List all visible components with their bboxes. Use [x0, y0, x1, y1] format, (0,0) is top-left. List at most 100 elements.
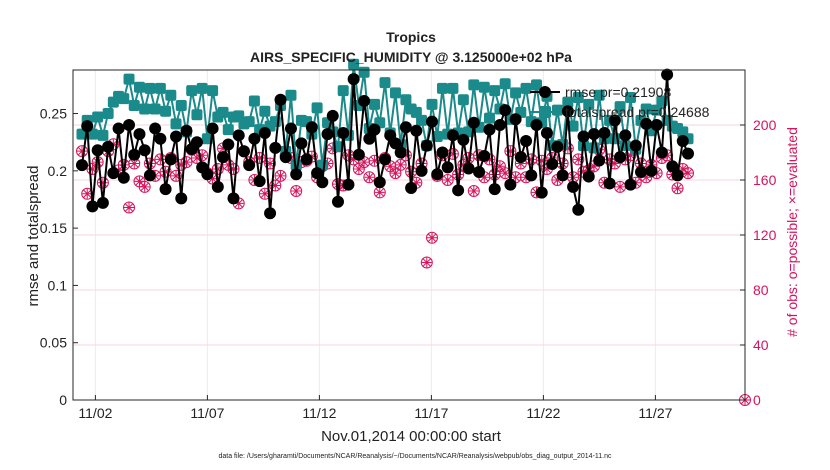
- rmse-point: [399, 121, 412, 134]
- rmse-point: [467, 116, 480, 129]
- totalspread-point: [217, 106, 229, 118]
- obs-possible-marker: [264, 157, 277, 170]
- y-tick-label: 0.2: [48, 163, 68, 179]
- totalspread-point: [160, 105, 172, 117]
- totalspread-point: [175, 100, 187, 112]
- obs-evaluated-marker: [364, 172, 375, 183]
- x-tick-label: 11/27: [638, 405, 672, 421]
- rmse-point: [164, 153, 177, 166]
- y-tick-label: 0: [59, 392, 67, 408]
- rmse-point: [159, 183, 172, 196]
- obs-evaluated-marker: [259, 188, 270, 199]
- rmse-point: [295, 137, 308, 150]
- rmse-point: [676, 135, 689, 148]
- rmse-point: [86, 200, 99, 213]
- rmse-point: [279, 151, 292, 164]
- totalspread-point: [170, 118, 182, 130]
- rmse-point: [634, 165, 647, 178]
- totalspread-point: [457, 94, 469, 106]
- totalspread-point: [222, 124, 234, 136]
- obs-evaluated-marker: [536, 155, 547, 166]
- obs-possible-marker: [572, 153, 585, 166]
- rmse-point: [551, 140, 564, 153]
- totalspread-point: [154, 82, 166, 94]
- obs-evaluated-marker: [588, 161, 599, 172]
- obs-evaluated-marker: [641, 172, 652, 183]
- totalspread-point: [489, 85, 501, 97]
- rmse-point: [645, 164, 658, 177]
- y2-tick-label: 40: [753, 337, 769, 353]
- obs-evaluated-marker: [228, 164, 239, 174]
- obs-evaluated-marker: [411, 177, 422, 188]
- obs-evaluated-marker: [500, 168, 511, 179]
- obs-possible-marker: [290, 185, 303, 197]
- obs-possible-marker: [170, 169, 183, 182]
- rmse-point: [614, 151, 627, 164]
- rmse-point: [76, 159, 88, 172]
- obs-evaluated-marker: [573, 154, 584, 165]
- rmse-point: [352, 148, 365, 161]
- rmse-point: [603, 177, 616, 190]
- y2-axis-label: # of obs: o=possible; ×=evaluated: [784, 127, 800, 337]
- obs-possible-marker: [441, 174, 454, 186]
- obs-possible-marker: [258, 187, 271, 200]
- totalspread-point: [614, 101, 626, 113]
- legend-rmse-marker: [539, 86, 551, 98]
- rmse-point: [211, 180, 224, 193]
- rmse-point: [446, 129, 459, 142]
- totalspread-point: [358, 66, 370, 78]
- totalspread-point: [165, 89, 177, 101]
- totalspread-point: [483, 112, 495, 124]
- rmse-point: [546, 157, 559, 170]
- obs-evaluated-marker: [275, 170, 286, 181]
- totalspread-point: [337, 85, 349, 97]
- obs-evaluated-marker: [212, 164, 223, 174]
- totalspread-point: [379, 77, 391, 89]
- obs-evaluated-marker: [265, 158, 276, 169]
- totalspread-point: [123, 73, 135, 85]
- obs-evaluated-marker: [223, 159, 234, 170]
- totalspread-point: [640, 103, 652, 115]
- obs-evaluated-marker: [118, 159, 129, 170]
- rmse-point: [415, 164, 428, 177]
- rmse-point: [264, 207, 277, 220]
- totalspread-point: [133, 81, 145, 93]
- legend-rmse-label: rmse pr=0.21908: [565, 84, 671, 100]
- rmse-point: [154, 132, 167, 145]
- rmse-point: [593, 154, 606, 167]
- obs-evaluated-marker: [82, 188, 93, 199]
- rmse-point: [96, 196, 109, 209]
- obs-evaluated-marker: [615, 181, 626, 192]
- x-tick-label: 11/02: [78, 405, 112, 421]
- rmse-point: [133, 128, 146, 141]
- obs-evaluated-marker: [155, 154, 166, 165]
- rmse-point: [269, 141, 282, 154]
- totalspread-point: [567, 120, 579, 132]
- rmse-point: [431, 168, 444, 181]
- obs-evaluated-marker: [348, 154, 359, 165]
- rmse-point: [274, 93, 287, 106]
- rmse-point: [619, 129, 632, 142]
- rmse-point: [112, 122, 125, 135]
- rmse-point: [342, 178, 355, 191]
- rmse-point: [237, 145, 250, 158]
- totalspread-point: [478, 81, 490, 93]
- rmse-point: [666, 160, 679, 173]
- totalspread-point: [285, 89, 297, 101]
- totalspread-point: [531, 79, 542, 91]
- rmse-point: [587, 128, 600, 141]
- totalspread-point: [102, 108, 114, 120]
- totalspread-point: [139, 103, 151, 115]
- totalspread-point: [207, 85, 219, 97]
- obs-evaluated-marker: [552, 175, 563, 185]
- rmse-point: [483, 123, 496, 136]
- obs-evaluated-marker: [625, 150, 636, 161]
- totalspread-point: [447, 82, 459, 94]
- obs-evaluated-marker: [343, 150, 354, 161]
- x-tick-label: 11/22: [526, 405, 560, 421]
- totalspread-point: [369, 98, 381, 110]
- rmse-point: [102, 140, 115, 153]
- rmse-point: [217, 151, 230, 164]
- rmse-point: [525, 169, 538, 182]
- obs-evaluated-marker: [406, 166, 417, 177]
